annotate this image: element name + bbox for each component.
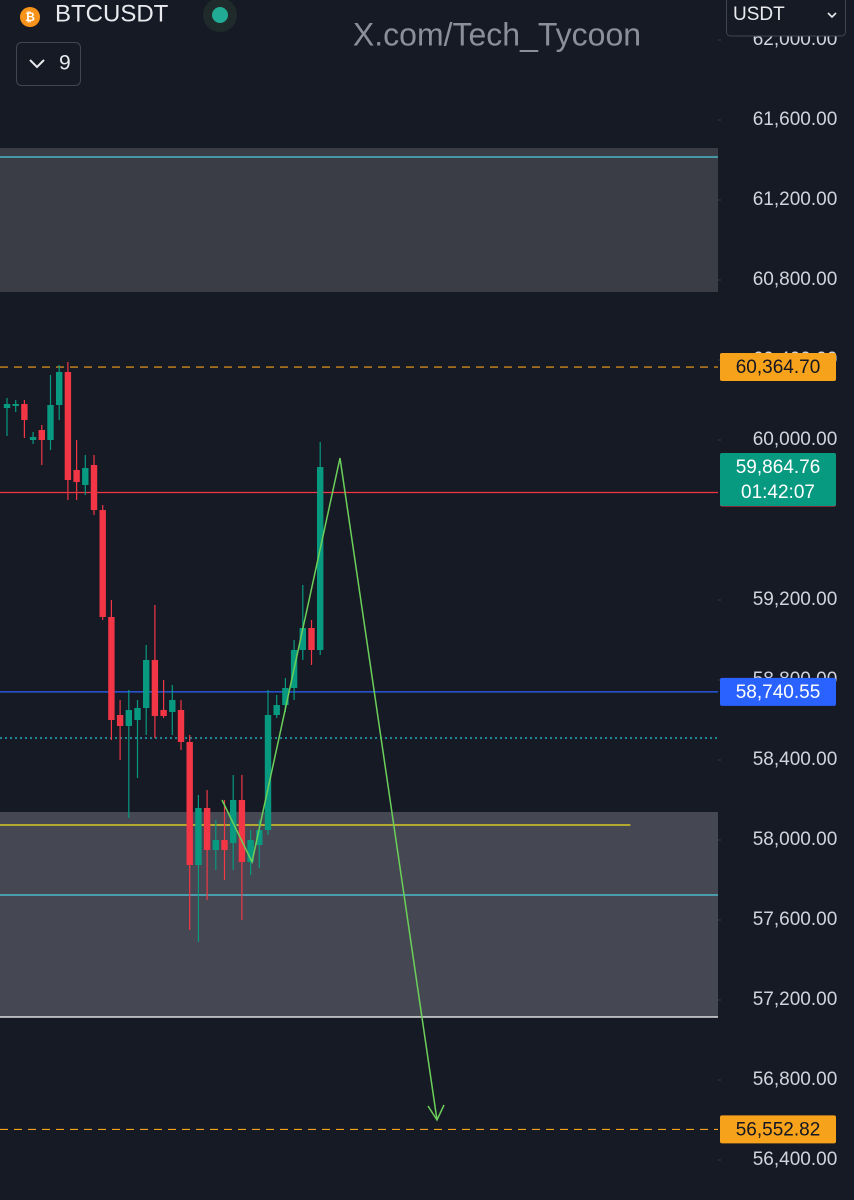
candle-body <box>38 430 45 440</box>
candle-body <box>73 470 80 482</box>
candle-body <box>116 715 124 726</box>
candle-body <box>12 404 19 406</box>
price-axis: 62,000.0061,600.0061,200.0060,800.0060,4… <box>718 0 854 1200</box>
candle-body <box>82 468 89 485</box>
header: ₿ BTCUSDT 9 X.com/Tech_Tycoon <box>16 0 641 86</box>
candle-body <box>212 840 219 850</box>
candle-body <box>64 372 72 480</box>
candle-body <box>21 404 28 420</box>
status-dot <box>212 7 228 23</box>
candle-body <box>143 660 150 708</box>
plot-area <box>0 148 718 1131</box>
indicator-count: 9 <box>59 52 71 75</box>
candle-body <box>47 405 54 440</box>
price-badge-label: 58,740.55 <box>736 682 821 703</box>
candle-body <box>56 372 63 405</box>
symbol: BTCUSDT <box>55 0 169 27</box>
candle-body <box>99 510 106 617</box>
y-tick-label: 60,800.00 <box>753 269 838 290</box>
y-tick-label: 61,600.00 <box>753 109 838 130</box>
candle-body <box>256 830 263 845</box>
candle-body <box>169 700 176 712</box>
candle-body <box>177 710 185 742</box>
candle-body <box>317 467 324 650</box>
y-tick-label: 61,200.00 <box>753 189 838 210</box>
currency-label: USDT <box>733 4 785 25</box>
axis-background <box>718 0 854 1200</box>
y-tick-label: 60,000.00 <box>753 429 838 450</box>
coin-icon-glyph: ₿ <box>25 10 35 24</box>
candle-body <box>203 808 211 850</box>
current-price-badge <box>720 453 836 507</box>
candle-body <box>90 465 98 510</box>
candle-body <box>273 705 280 715</box>
y-tick-label: 57,200.00 <box>753 989 838 1010</box>
candle-body <box>125 710 132 726</box>
price-badge-label: 56,552.82 <box>736 1119 821 1140</box>
y-tick-label: 56,400.00 <box>753 1149 838 1170</box>
countdown: 01:42:07 <box>741 482 815 503</box>
candle-body <box>186 742 193 865</box>
candle-body <box>160 710 167 716</box>
dropdown-chevron <box>827 12 837 19</box>
indicators-toggle[interactable] <box>16 42 81 86</box>
candle-body <box>238 800 246 862</box>
coin-icon <box>20 7 40 27</box>
zone <box>0 148 718 292</box>
candle-body <box>195 808 202 865</box>
watermark: X.com/Tech_Tycoon <box>353 16 641 52</box>
price-badge <box>720 1115 836 1144</box>
candle-body <box>308 628 315 650</box>
price-badge <box>720 677 836 706</box>
y-tick-label: 58,400.00 <box>753 749 838 770</box>
y-tick-label: 59,200.00 <box>753 589 838 610</box>
candle-body <box>282 688 289 705</box>
trend-drawing <box>221 457 445 1122</box>
chevron <box>29 59 45 69</box>
candle-body <box>247 840 254 862</box>
y-tick-label: 56,800.00 <box>753 1069 838 1090</box>
price-badge <box>720 353 836 382</box>
y-tick-label: 57,600.00 <box>753 909 838 930</box>
candle-body <box>108 617 115 720</box>
price-badge-label: 60,364.70 <box>736 357 821 378</box>
currency-dropdown[interactable] <box>726 0 846 37</box>
candle-body <box>221 840 228 850</box>
candle-body <box>29 437 37 440</box>
candle-body <box>151 660 159 716</box>
y-tick-label: 58,000.00 <box>753 829 838 850</box>
arrow-path <box>221 457 438 1121</box>
candle-body <box>3 404 11 408</box>
zone <box>0 812 718 1017</box>
candle-body <box>134 708 141 720</box>
arrow-head <box>427 1104 445 1122</box>
candle-body <box>299 628 306 650</box>
current-price-label: 59,864.76 <box>736 457 821 478</box>
price-badges: 60,364.7059,737.6258,740.5556,552.8259,8… <box>720 0 846 1144</box>
candle-body <box>264 715 272 830</box>
